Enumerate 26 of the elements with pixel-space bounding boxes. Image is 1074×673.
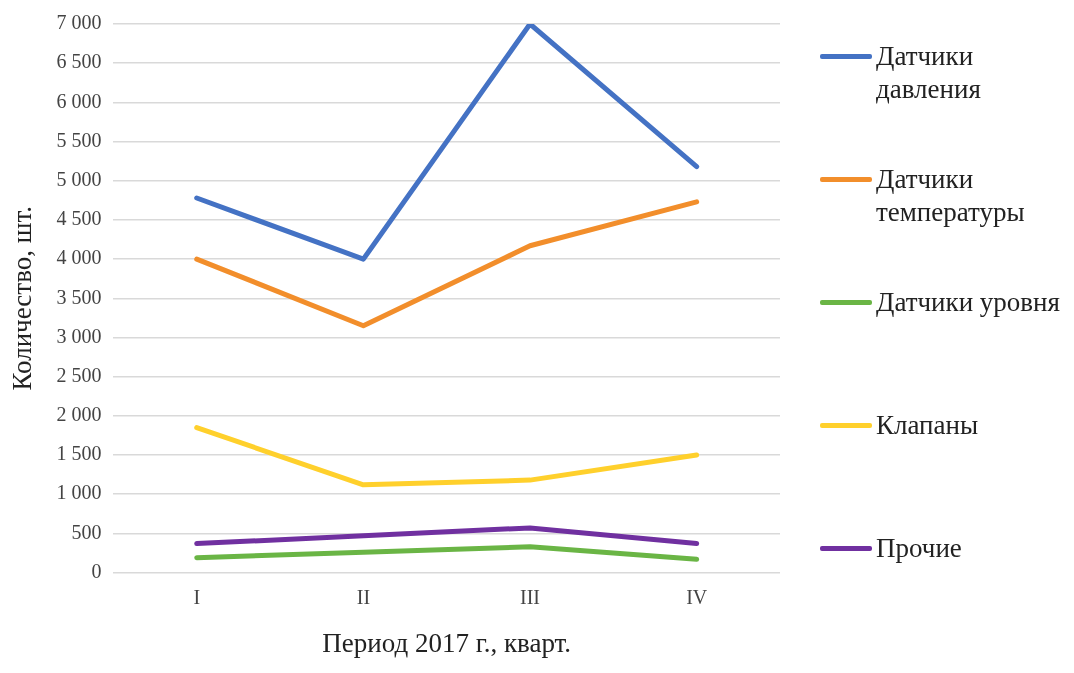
y-tick-label: 0: [91, 559, 102, 582]
x-tick-label: II: [356, 585, 371, 608]
y-tick-label: 5 000: [56, 167, 102, 190]
x-tick-label: IV: [686, 585, 708, 608]
y-tick-label: 5 500: [56, 128, 102, 151]
legend-label: Датчики температуры: [876, 163, 1026, 229]
legend-label: Датчики давления: [876, 40, 982, 106]
x-axis-title: Период 2017 г., кварт.: [322, 627, 572, 658]
y-tick-label: 3 000: [56, 324, 102, 347]
y-tick-label: 3 500: [56, 285, 102, 308]
legend-label: Прочие: [876, 532, 963, 565]
y-tick-label: 6 500: [56, 50, 102, 73]
y-tick-label: 2 000: [56, 403, 102, 426]
y-tick-label: 4 500: [56, 207, 102, 230]
legend-label: Датчики уровня: [876, 286, 1061, 319]
legend-label: Клапаны: [876, 409, 980, 442]
x-tick-label: III: [520, 585, 541, 608]
y-axis-title: Количество, шт.: [7, 205, 38, 391]
x-tick-label: I: [193, 585, 201, 608]
y-tick-label: 1 000: [56, 481, 102, 504]
y-tick-label: 6 000: [56, 89, 102, 112]
y-tick-label: 500: [71, 520, 102, 543]
y-tick-label: 2 500: [56, 363, 102, 386]
y-tick-label: 4 000: [56, 246, 102, 269]
y-tick-label: 7 000: [56, 11, 102, 34]
y-tick-label: 1 500: [56, 442, 102, 465]
